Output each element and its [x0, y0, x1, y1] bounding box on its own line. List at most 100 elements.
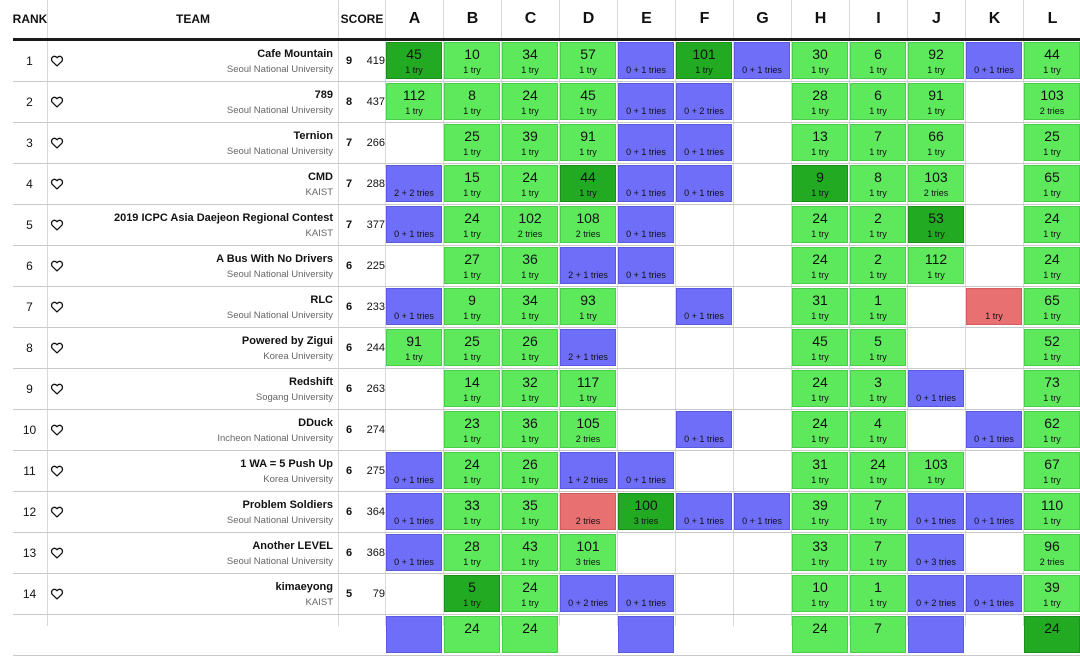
problem-cell-d[interactable]: 2 + 1 tries	[560, 247, 616, 284]
team-cell[interactable]: CMD KAIST	[73, 164, 333, 204]
problem-cell-i[interactable]: 6 1 try	[850, 83, 906, 120]
team-cell[interactable]: DDuck Incheon National University	[73, 410, 333, 450]
problem-cell-b[interactable]: 15 1 try	[444, 165, 500, 202]
problem-cell-g[interactable]: 0 + 1 tries	[734, 42, 790, 79]
problem-cell-l[interactable]: 24 1 try	[1024, 247, 1080, 284]
heart-icon[interactable]	[50, 587, 64, 601]
problem-cell-d[interactable]: 2 tries	[560, 493, 616, 530]
problem-cell-i[interactable]: 1 1 try	[850, 575, 906, 612]
problem-cell-d[interactable]: 44 1 try	[560, 165, 616, 202]
problem-cell-e[interactable]: 0 + 1 tries	[618, 247, 674, 284]
problem-cell-j[interactable]: 103 1 try	[908, 452, 964, 489]
problem-cell-k[interactable]: 0 + 1 tries	[966, 575, 1022, 612]
problem-cell-f[interactable]: 0 + 1 tries	[676, 288, 732, 325]
problem-cell-e[interactable]: 100 3 tries	[618, 493, 674, 530]
problem-cell-h[interactable]: 33 1 try	[792, 534, 848, 571]
problem-cell-d[interactable]: 2 + 1 tries	[560, 329, 616, 366]
problem-cell-c[interactable]: 34 1 try	[502, 42, 558, 79]
problem-cell-b[interactable]: 25 1 try	[444, 124, 500, 161]
problem-cell-l[interactable]: 25 1 try	[1024, 124, 1080, 161]
team-cell[interactable]: Redshift Sogang University	[73, 369, 333, 409]
team-cell[interactable]: 1 WA = 5 Push Up Korea University	[73, 451, 333, 491]
rank-header[interactable]: RANK	[12, 12, 48, 26]
problem-cell-d[interactable]: 117 1 try	[560, 370, 616, 407]
problem-cell-l[interactable]: 39 1 try	[1024, 575, 1080, 612]
problem-cell-a[interactable]: 45 1 try	[386, 42, 442, 79]
problem-cell-c[interactable]: 26 1 try	[502, 329, 558, 366]
problem-cell-h[interactable]: 9 1 try	[792, 165, 848, 202]
problem-cell-d[interactable]: 105 2 tries	[560, 411, 616, 448]
problem-cell-b[interactable]: 9 1 try	[444, 288, 500, 325]
problem-cell-a[interactable]: 0 + 1 tries	[386, 288, 442, 325]
problem-cell-f[interactable]: 0 + 2 tries	[676, 83, 732, 120]
problem-cell-l[interactable]: 24 1 try	[1024, 206, 1080, 243]
problem-cell-i[interactable]: 6 1 try	[850, 42, 906, 79]
problem-header-j[interactable]: J	[932, 10, 941, 27]
heart-icon[interactable]	[50, 300, 64, 314]
team-cell[interactable]: A Bus With No Drivers Seoul National Univ…	[73, 246, 333, 286]
problem-header-f[interactable]: F	[699, 10, 710, 27]
problem-cell-h[interactable]: 13 1 try	[792, 124, 848, 161]
heart-icon[interactable]	[50, 95, 64, 109]
problem-cell-l[interactable]: 103 2 tries	[1024, 83, 1080, 120]
team-cell[interactable]: Cafe Mountain Seoul National University	[73, 41, 333, 81]
problem-cell-j[interactable]: 0 + 1 tries	[908, 493, 964, 530]
problem-cell-i[interactable]: 7 1 try	[850, 534, 906, 571]
problem-cell-d[interactable]: 101 3 tries	[560, 534, 616, 571]
problem-cell-a[interactable]: 2 + 2 tries	[386, 165, 442, 202]
heart-icon[interactable]	[50, 382, 64, 396]
problem-cell-j[interactable]: 0 + 3 tries	[908, 534, 964, 571]
problem-cell-i[interactable]: 7 1 try	[850, 124, 906, 161]
problem-cell-d[interactable]: 93 1 try	[560, 288, 616, 325]
problem-cell-l[interactable]: 52 1 try	[1024, 329, 1080, 366]
problem-cell-l[interactable]: 67 1 try	[1024, 452, 1080, 489]
heart-icon[interactable]	[50, 218, 64, 232]
problem-cell-a[interactable]: 0 + 1 tries	[386, 493, 442, 530]
problem-cell-b[interactable]: 8 1 try	[444, 83, 500, 120]
heart-icon[interactable]	[50, 54, 64, 68]
problem-cell-l[interactable]: 96 2 tries	[1024, 534, 1080, 571]
score-header[interactable]: SCORE	[340, 12, 384, 26]
problem-cell-j[interactable]: 112 1 try	[908, 247, 964, 284]
problem-cell-e[interactable]: 0 + 1 tries	[618, 206, 674, 243]
problem-cell-c[interactable]: 35 1 try	[502, 493, 558, 530]
team-cell[interactable]: Powered by Zigui Korea University	[73, 328, 333, 368]
problem-cell-h[interactable]: 30 1 try	[792, 42, 848, 79]
problem-header-l[interactable]: L	[1047, 10, 1058, 27]
problem-cell-f[interactable]: 101 1 try	[676, 42, 732, 79]
problem-cell-i[interactable]: 7	[850, 616, 906, 653]
problem-cell-i[interactable]: 8 1 try	[850, 165, 906, 202]
problem-cell-c[interactable]: 24	[502, 616, 558, 653]
problem-cell-a[interactable]: 0 + 1 tries	[386, 206, 442, 243]
problem-cell-h[interactable]: 24 1 try	[792, 206, 848, 243]
problem-cell-b[interactable]: 27 1 try	[444, 247, 500, 284]
problem-cell-e[interactable]: 0 + 1 tries	[618, 42, 674, 79]
problem-cell-i[interactable]: 4 1 try	[850, 411, 906, 448]
problem-header-d[interactable]: D	[582, 10, 595, 27]
problem-cell-e[interactable]: 0 + 1 tries	[618, 452, 674, 489]
problem-cell-j[interactable]: 66 1 try	[908, 124, 964, 161]
problem-header-i[interactable]: I	[876, 10, 881, 27]
problem-cell-g[interactable]: 0 + 1 tries	[734, 493, 790, 530]
team-cell[interactable]: Ternion Seoul National University	[73, 123, 333, 163]
team-cell[interactable]: kimaeyong KAIST	[73, 574, 333, 614]
problem-cell-l[interactable]: 73 1 try	[1024, 370, 1080, 407]
problem-cell-b[interactable]: 33 1 try	[444, 493, 500, 530]
problem-cell-d[interactable]: 45 1 try	[560, 83, 616, 120]
problem-cell-c[interactable]: 26 1 try	[502, 452, 558, 489]
problem-cell-b[interactable]: 24	[444, 616, 500, 653]
problem-cell-c[interactable]: 24 1 try	[502, 575, 558, 612]
problem-cell-k[interactable]: 0 + 1 tries	[966, 42, 1022, 79]
problem-cell-h[interactable]: 24 1 try	[792, 411, 848, 448]
problem-cell-e[interactable]: 0 + 1 tries	[618, 124, 674, 161]
problem-header-c[interactable]: C	[524, 10, 537, 27]
problem-cell-e[interactable]: 0 + 1 tries	[618, 575, 674, 612]
problem-cell-b[interactable]: 24 1 try	[444, 452, 500, 489]
problem-cell-h[interactable]: 10 1 try	[792, 575, 848, 612]
problem-cell-k[interactable]: 0 + 1 tries	[966, 411, 1022, 448]
problem-cell-f[interactable]: 0 + 1 tries	[676, 411, 732, 448]
problem-cell-h[interactable]: 24 1 try	[792, 370, 848, 407]
problem-cell-j[interactable]: 53 1 try	[908, 206, 964, 243]
problem-cell-d[interactable]: 91 1 try	[560, 124, 616, 161]
team-header[interactable]: TEAM	[176, 12, 210, 26]
